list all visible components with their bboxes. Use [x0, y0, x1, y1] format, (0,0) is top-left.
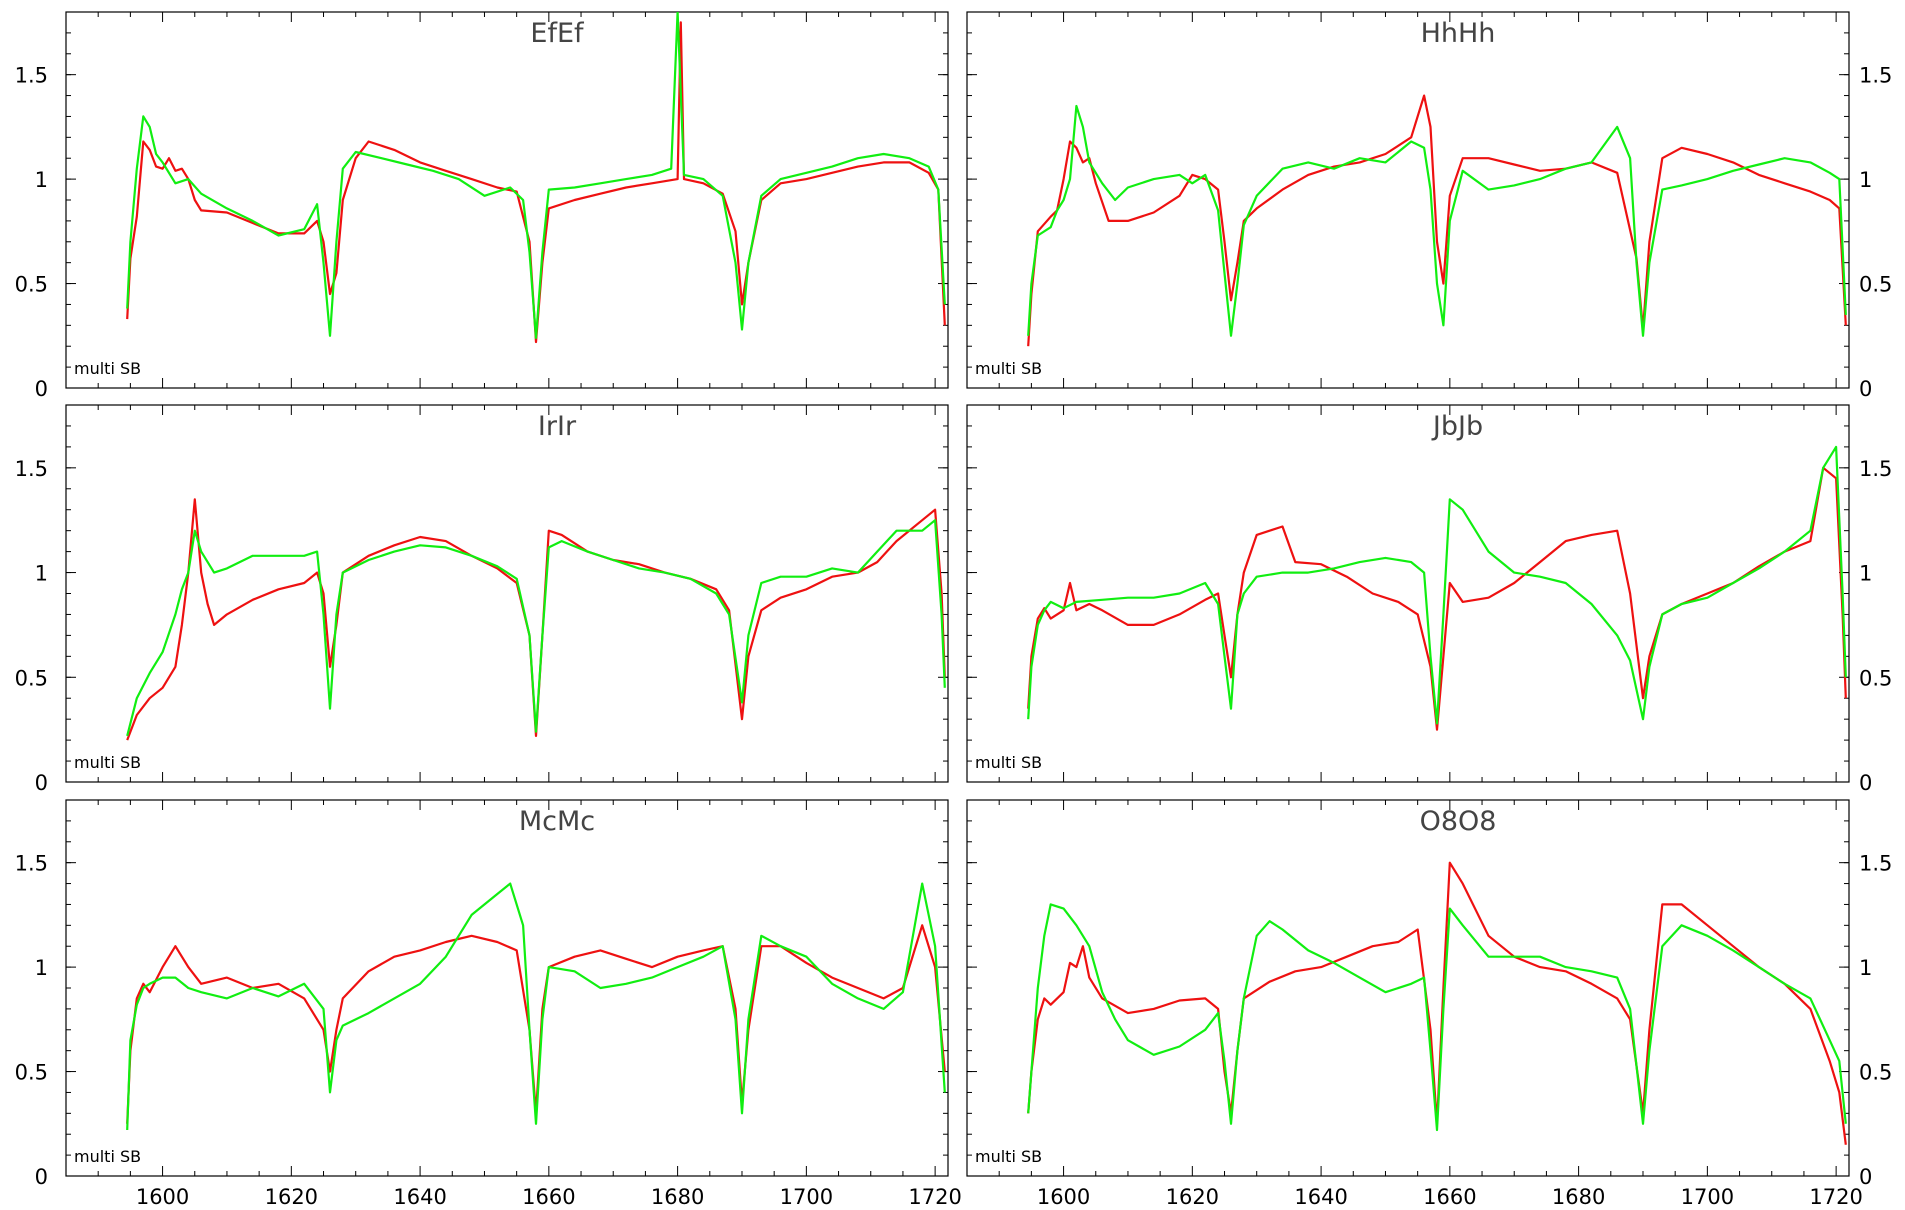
- x-tick-label: 1700: [1681, 1185, 1734, 1209]
- y-tick-label: 0.5: [1859, 1061, 1892, 1085]
- series-line-green: [126, 882, 946, 1131]
- panel-1: 0 0.5 1 1.5 EfEf multi SB: [15, 11, 949, 401]
- series-line-green: [126, 12, 946, 339]
- y-tick-label: 0: [35, 377, 48, 401]
- y-tick-label: 1: [1859, 562, 1872, 586]
- panel-title: O8O8: [1420, 806, 1497, 837]
- series-group: [1027, 445, 1847, 731]
- y-tick-label: 1: [1859, 168, 1872, 192]
- y-tick-label: 0.5: [15, 273, 48, 297]
- corner-label: multi SB: [975, 1147, 1042, 1166]
- x-tick-label: 1640: [393, 1185, 446, 1209]
- panel-4: 0 0.5 1 1.5 JbJb multi SB: [966, 404, 1892, 795]
- x-tick-label: 1620: [265, 1185, 318, 1209]
- y-tick-label: 0: [1859, 771, 1872, 795]
- y-tick-label: 0.5: [15, 666, 48, 690]
- x-tick-label: 1620: [1166, 1185, 1219, 1209]
- series-line-red: [1027, 466, 1847, 731]
- y-tick-label: 1.5: [1859, 64, 1892, 88]
- series-line-green: [1027, 104, 1847, 337]
- x-tick-label: 1660: [522, 1185, 575, 1209]
- y-tick-label: 0: [35, 1165, 48, 1189]
- x-tick-label: 1680: [651, 1185, 704, 1209]
- panel-title: EfEf: [530, 18, 585, 49]
- y-tick-label: 1: [35, 562, 48, 586]
- corner-label: multi SB: [74, 359, 141, 378]
- y-tick-label: 1: [35, 168, 48, 192]
- x-tick-label: 1660: [1423, 1185, 1476, 1209]
- series-line-red: [126, 498, 946, 741]
- x-tick-label: 1720: [1809, 1185, 1862, 1209]
- x-tick-label: 1720: [908, 1185, 961, 1209]
- panel-title: HhHh: [1421, 18, 1496, 49]
- panel-3: 0 0.5 1 1.5 IrIr multi SB: [15, 404, 949, 795]
- panel-title: IrIr: [538, 411, 577, 442]
- panel-2: 0 0.5 1 1.5 HhHh multi SB: [966, 11, 1892, 401]
- x-tick-label: 1680: [1552, 1185, 1605, 1209]
- y-tick-label: 1.5: [15, 852, 48, 876]
- panel-5: 1600 1620 1640 1660 1680 1700 1720 0 0.5 1 1.5 McMc…: [15, 799, 962, 1209]
- series-line-green: [1027, 903, 1847, 1132]
- panel-title: McMc: [519, 806, 595, 837]
- corner-label: multi SB: [975, 753, 1042, 772]
- y-tick-label: 1.5: [15, 457, 48, 481]
- series-group: [126, 882, 946, 1131]
- series-group: [1027, 94, 1847, 347]
- y-tick-label: 0.5: [1859, 273, 1892, 297]
- series-group: [126, 12, 946, 344]
- series-line-green: [1027, 445, 1847, 725]
- series-line-red: [1027, 861, 1847, 1145]
- y-tick-label: 0.5: [15, 1061, 48, 1085]
- panel-title: JbJb: [1431, 411, 1483, 442]
- y-tick-label: 0: [35, 771, 48, 795]
- y-tick-label: 1: [1859, 956, 1872, 980]
- series-line-green: [126, 519, 946, 737]
- y-tick-label: 0.5: [1859, 666, 1892, 690]
- y-tick-label: 1.5: [1859, 852, 1892, 876]
- corner-label: multi SB: [74, 753, 141, 772]
- x-tick-label: 1600: [1037, 1185, 1090, 1209]
- corner-label: multi SB: [975, 359, 1042, 378]
- panels-layer: 0 0.5 1 1.5 EfEf multi SB 0 0.5 1 1.5 HhHh multi SB…: [15, 11, 1892, 1209]
- series-group: [126, 498, 946, 741]
- y-tick-label: 0: [1859, 377, 1872, 401]
- y-tick-label: 0: [1859, 1165, 1872, 1189]
- y-tick-label: 1.5: [15, 64, 48, 88]
- y-tick-label: 1: [35, 956, 48, 980]
- x-tick-label: 1700: [780, 1185, 833, 1209]
- x-tick-label: 1600: [136, 1185, 189, 1209]
- y-tick-label: 1.5: [1859, 457, 1892, 481]
- x-tick-label: 1640: [1294, 1185, 1347, 1209]
- corner-label: multi SB: [74, 1147, 141, 1166]
- series-group: [1027, 861, 1847, 1145]
